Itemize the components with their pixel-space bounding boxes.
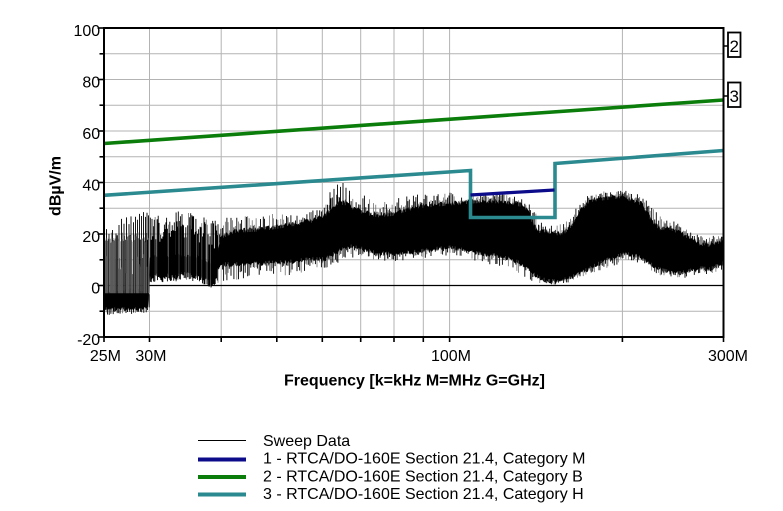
svg-text:80: 80: [82, 75, 100, 92]
svg-text:1 - RTCA/DO-160E Section 21.4,: 1 - RTCA/DO-160E Section 21.4, Category …: [263, 451, 586, 468]
svg-text:dBµV/m: dBµV/m: [47, 156, 64, 216]
svg-text:25M: 25M: [90, 348, 121, 365]
svg-text:300M: 300M: [708, 348, 748, 365]
svg-text:Sweep Data: Sweep Data: [263, 433, 350, 450]
svg-text:3 - RTCA/DO-160E Section 21.4,: 3 - RTCA/DO-160E Section 21.4, Category …: [263, 486, 584, 503]
svg-text:100M: 100M: [431, 348, 471, 365]
svg-text:3: 3: [729, 87, 738, 106]
svg-text:2 - RTCA/DO-160E Section 21.4,: 2 - RTCA/DO-160E Section 21.4, Category …: [263, 468, 583, 485]
svg-text:Frequency [k=kHz M=MHz G=GHz]: Frequency [k=kHz M=MHz G=GHz]: [284, 373, 545, 390]
svg-text:2: 2: [729, 37, 738, 56]
svg-text:60: 60: [82, 126, 100, 143]
svg-text:0: 0: [91, 281, 100, 298]
svg-text:30M: 30M: [135, 348, 166, 365]
svg-text:100: 100: [73, 23, 100, 40]
svg-text:20: 20: [82, 229, 100, 246]
svg-text:-20: -20: [77, 332, 100, 349]
svg-text:40: 40: [82, 178, 100, 195]
